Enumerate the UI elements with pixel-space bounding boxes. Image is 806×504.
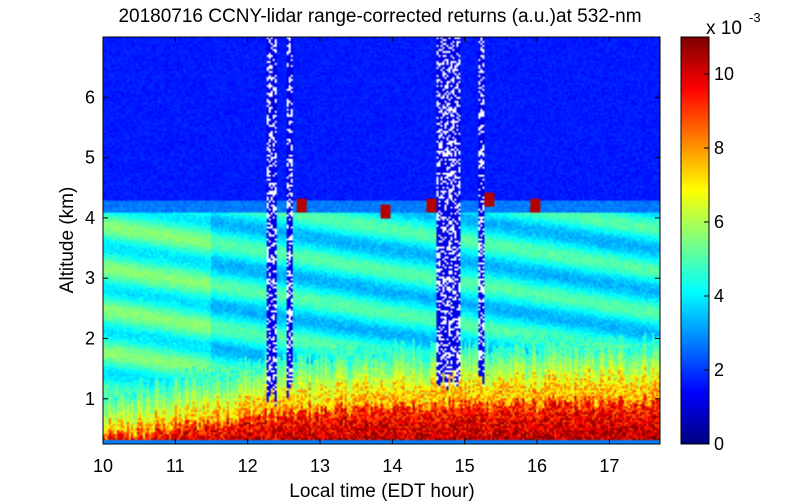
y-axis: 1 2 3 4 5 6 (85, 87, 660, 409)
x-tick-label: 15 (455, 456, 475, 476)
colorbar-tick-label: 0 (714, 434, 724, 454)
x-tick-label: 14 (382, 456, 402, 476)
colorbar-tick-label: 4 (714, 286, 724, 306)
y-tick-label: 5 (85, 148, 95, 168)
colorbar-frame (680, 36, 710, 445)
colorbar-tick-label: 8 (714, 138, 724, 158)
x-tick-label: 16 (527, 456, 547, 476)
x-tick-label: 11 (166, 456, 185, 476)
chart-title: 20180716 CCNY-lidar range-corrected retu… (118, 6, 641, 27)
y-tick-label: 1 (85, 389, 95, 409)
heatmap-plot-area (103, 37, 660, 444)
x-tick-label: 13 (310, 456, 330, 476)
x-tick-label: 17 (599, 456, 619, 476)
y-tick-label: 4 (85, 208, 95, 228)
x-tick-label: 12 (238, 456, 258, 476)
y-tick-label: 6 (85, 87, 95, 107)
colorbar-image (681, 37, 709, 444)
x-axis: 10 11 12 13 14 15 16 17 (93, 37, 619, 476)
colorbar-exponent-label: x 10 (706, 18, 742, 39)
x-tick-label: 10 (93, 456, 113, 476)
y-axis-label: Altitude (km) (57, 187, 78, 294)
colorbar-exponent: -3 (749, 10, 761, 25)
x-axis-label: Local time (EDT hour) (289, 481, 475, 502)
y-tick-label: 2 (85, 328, 95, 348)
colorbar: 0 2 4 6 8 10 x 10 -3 (680, 10, 761, 454)
plot-frame (102, 36, 661, 445)
colorbar-axis: 0 2 4 6 8 10 (704, 64, 734, 454)
colorbar-tick-label: 6 (714, 212, 724, 232)
heatmap-image (103, 37, 660, 444)
colorbar-tick-label: 10 (714, 64, 734, 84)
y-tick-label: 3 (85, 268, 95, 288)
colorbar-tick-label: 2 (714, 360, 724, 380)
